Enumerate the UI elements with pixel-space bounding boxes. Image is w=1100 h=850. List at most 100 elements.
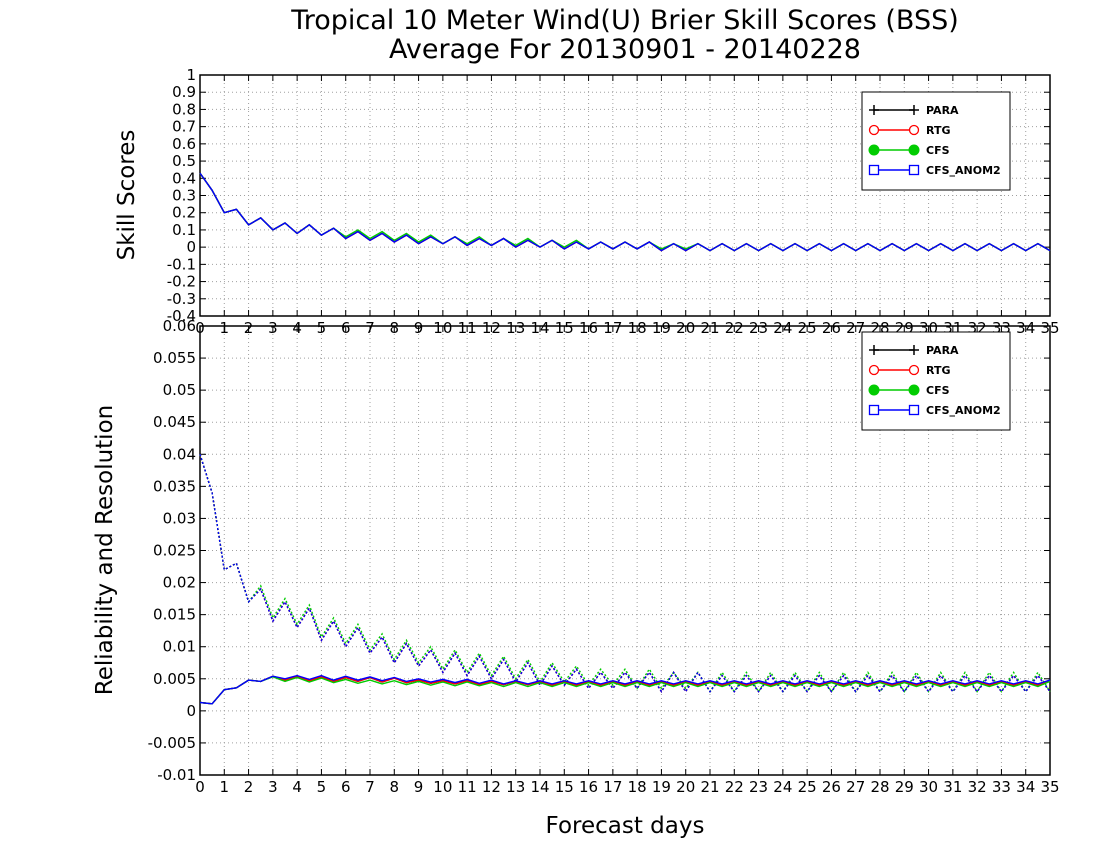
legend-box-0: [861, 91, 1011, 191]
chart-title-line2: Average For 20130901 - 20140228: [389, 34, 861, 65]
reliability-resolution-panel: -0.01 -0.005 0 0.005 0.01 0.015 0.02 0.025 0.03 0…: [92, 317, 1060, 839]
legend-marker-a-0-1: [868, 124, 880, 136]
ytick-label-1-13: 0.055: [153, 349, 196, 367]
xtick-label-1-35: 35: [1040, 778, 1059, 796]
xtick-label-1-12: 12: [482, 778, 501, 796]
ytick-label-1-14: 0.06: [163, 317, 196, 335]
x-axis-label-1: Forecast days: [546, 813, 705, 839]
reliability-line-cfs: [199, 454, 1051, 693]
xtick-label-1-27: 27: [846, 778, 865, 796]
xtick-label-1-20: 20: [676, 778, 695, 796]
legend-marker-a-0-2: [868, 144, 880, 156]
legend-marker-b-1-3: [908, 404, 920, 416]
xtick-label-1-23: 23: [749, 778, 768, 796]
resolution-line-cfs: [199, 676, 1051, 705]
legend-marker-a-1-1: [868, 364, 880, 376]
xtick-label-1-26: 26: [822, 778, 841, 796]
xtick-label-1-4: 4: [292, 778, 302, 796]
legend-label-1-1: RTG: [926, 364, 951, 377]
xtick-label-1-10: 10: [433, 778, 452, 796]
ytick-label-1-0: -0.01: [157, 766, 196, 784]
legend-label-0-1: RTG: [926, 124, 951, 137]
xtick-label-1-14: 14: [530, 778, 549, 796]
ytick-label-0-6: 0.2: [172, 204, 196, 222]
resolution-line-cfs_anom2: [199, 674, 1051, 705]
legend-label-0-0: PARA: [926, 104, 959, 117]
xtick-label-1-17: 17: [603, 778, 622, 796]
chart-title-line1: Tropical 10 Meter Wind(U) Brier Skill Sc…: [290, 5, 959, 36]
xtick-label-1-1: 1: [220, 778, 230, 796]
xtick-label-1-19: 19: [652, 778, 671, 796]
skill-scores-panel: -0.4-0.3-0.2-0.100.10.20.30.40.50.60.70.…: [114, 66, 1060, 337]
ytick-label-1-2: 0: [186, 702, 196, 720]
ytick-label-0-5: 0.1: [172, 221, 196, 239]
xtick-label-1-2: 2: [244, 778, 254, 796]
xtick-label-1-16: 16: [579, 778, 598, 796]
legend-label-1-3: CFS_ANOM2: [926, 404, 1001, 417]
xtick-label-1-21: 21: [700, 778, 719, 796]
ytick-label-0-11: 0.7: [172, 118, 196, 136]
ytick-label-1-4: 0.01: [163, 638, 196, 656]
ytick-label-0-3: -0.1: [167, 255, 196, 273]
xtick-label-1-30: 30: [919, 778, 938, 796]
ytick-label-1-12: 0.05: [163, 381, 196, 399]
xtick-label-1-0: 0: [195, 778, 205, 796]
legend-label-0-2: CFS: [926, 144, 950, 157]
ytick-label-0-8: 0.4: [172, 169, 196, 187]
series-line-cfs_anom2: [199, 172, 1051, 252]
grid-1: [199, 325, 1051, 776]
legend-marker-a-1-3: [868, 404, 880, 416]
xtick-label-1-32: 32: [968, 778, 987, 796]
legend-label-1-2: CFS: [926, 384, 950, 397]
y-axis-label-0: Skill Scores: [114, 130, 140, 261]
xtick-label-1-31: 31: [943, 778, 962, 796]
xtick-label-1-34: 34: [1016, 778, 1035, 796]
ytick-label-1-8: 0.03: [163, 509, 196, 527]
ytick-label-0-9: 0.5: [172, 152, 196, 170]
xtick-label-1-3: 3: [268, 778, 278, 796]
series-group-0: [199, 172, 1051, 252]
ytick-label-1-6: 0.02: [163, 574, 196, 592]
xtick-label-1-29: 29: [895, 778, 914, 796]
xtick-label-1-5: 5: [317, 778, 327, 796]
ytick-label-1-1: -0.005: [148, 734, 196, 752]
legend-marker-b-0-1: [908, 124, 920, 136]
xtick-label-1-28: 28: [870, 778, 889, 796]
ytick-label-0-7: 0.3: [172, 187, 196, 205]
xtick-label-1-13: 13: [506, 778, 525, 796]
series-group-1: [199, 454, 1051, 705]
ytick-label-1-9: 0.035: [153, 477, 196, 495]
resolution-line-rtg: [199, 675, 1051, 705]
ytick-label-1-5: 0.015: [153, 606, 196, 624]
ytick-label-1-11: 0.045: [153, 413, 196, 431]
legend-marker-a-1-2: [868, 384, 880, 396]
y-axis-label-1: Reliability and Resolution: [92, 405, 118, 695]
ytick-label-0-12: 0.8: [172, 100, 196, 118]
legend-1: PARA RTG CFS CFS_ANOM2: [861, 331, 1011, 431]
legend-marker-b-0-3: [908, 164, 920, 176]
legend-label-1-0: PARA: [926, 344, 959, 357]
xtick-label-1-8: 8: [390, 778, 400, 796]
xtick-label-1-33: 33: [992, 778, 1011, 796]
ytick-label-0-14: 1: [186, 66, 196, 84]
ytick-label-0-1: -0.3: [167, 290, 196, 308]
legend-box-1: [861, 331, 1011, 431]
xtick-label-1-25: 25: [798, 778, 817, 796]
legend-marker-b-0-2: [908, 144, 920, 156]
ytick-label-0-10: 0.6: [172, 135, 196, 153]
xtick-label-1-11: 11: [458, 778, 477, 796]
ytick-label-1-3: 0.005: [153, 670, 196, 688]
legend-marker-b-1-2: [908, 384, 920, 396]
xtick-label-1-7: 7: [365, 778, 375, 796]
reliability-line-cfs_anom2: [199, 454, 1051, 693]
legend-0: PARA RTG CFS CFS_ANOM2: [861, 91, 1011, 191]
ytick-label-0-4: 0: [186, 238, 196, 256]
ytick-label-1-10: 0.04: [163, 445, 196, 463]
xtick-label-1-6: 6: [341, 778, 351, 796]
ytick-label-0-13: 0.9: [172, 83, 196, 101]
xtick-label-1-9: 9: [414, 778, 424, 796]
ytick-label-0-0: -0.4: [167, 307, 196, 325]
xtick-label-1-15: 15: [555, 778, 574, 796]
ytick-label-0-2: -0.2: [167, 273, 196, 291]
